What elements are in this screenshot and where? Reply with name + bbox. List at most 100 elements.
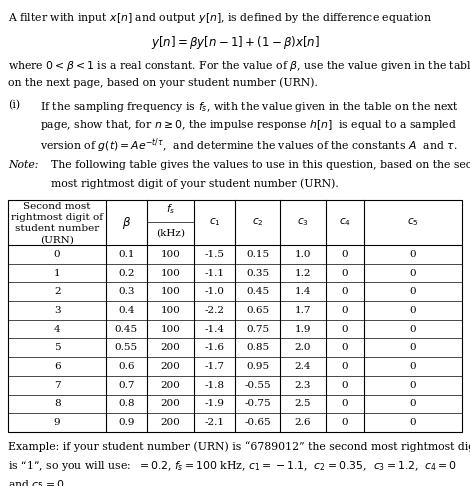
Text: 0: 0 xyxy=(342,418,348,427)
Text: 0.6: 0.6 xyxy=(118,362,134,371)
Text: 1.2: 1.2 xyxy=(295,268,311,278)
Text: 1.9: 1.9 xyxy=(295,325,311,334)
Text: 0.45: 0.45 xyxy=(246,287,269,296)
Text: -1.4: -1.4 xyxy=(204,325,225,334)
Text: 5: 5 xyxy=(54,343,61,352)
Text: $c_3$: $c_3$ xyxy=(297,217,309,228)
Text: 100: 100 xyxy=(160,325,180,334)
Text: $c_4$: $c_4$ xyxy=(339,217,351,228)
Text: 0: 0 xyxy=(342,381,348,390)
Text: 0: 0 xyxy=(342,250,348,259)
Text: 0: 0 xyxy=(409,325,416,334)
Text: 1: 1 xyxy=(54,268,61,278)
Text: 0.75: 0.75 xyxy=(246,325,269,334)
Text: If the sampling frequency is $f_s$, with the value given in the table on the nex: If the sampling frequency is $f_s$, with… xyxy=(40,100,459,114)
Text: 0.35: 0.35 xyxy=(246,268,269,278)
Text: -0.65: -0.65 xyxy=(244,418,271,427)
Text: 100: 100 xyxy=(160,250,180,259)
Text: 0.9: 0.9 xyxy=(118,418,134,427)
Text: 0: 0 xyxy=(342,268,348,278)
Text: 3: 3 xyxy=(54,306,61,315)
Text: 0.65: 0.65 xyxy=(246,306,269,315)
Text: 0.45: 0.45 xyxy=(115,325,138,334)
Bar xyxy=(8,200,462,432)
Text: page, show that, for $n \geq 0$, the impulse response $h[n]$  is equal to a samp: page, show that, for $n \geq 0$, the imp… xyxy=(40,118,457,132)
Text: 0: 0 xyxy=(409,418,416,427)
Text: version of $g(t) = Ae^{-t/\tau}$,  and determine the values of the constants $A$: version of $g(t) = Ae^{-t/\tau}$, and de… xyxy=(40,137,457,155)
Text: 0.95: 0.95 xyxy=(246,362,269,371)
Text: -1.8: -1.8 xyxy=(204,381,225,390)
Text: -2.2: -2.2 xyxy=(204,306,225,315)
Text: -1.9: -1.9 xyxy=(204,399,225,409)
Text: 8: 8 xyxy=(54,399,61,409)
Text: 1.4: 1.4 xyxy=(295,287,311,296)
Text: A filter with input $x[n]$ and output $y[n]$, is defined by the difference equat: A filter with input $x[n]$ and output $y… xyxy=(8,11,432,25)
Text: 0: 0 xyxy=(409,250,416,259)
Text: $y[n] = \beta y[n-1] + (1 - \beta)x[n]$: $y[n] = \beta y[n-1] + (1 - \beta)x[n]$ xyxy=(150,34,320,51)
Text: where $0 < \beta < 1$ is a real constant. For the value of $\beta$, use the valu: where $0 < \beta < 1$ is a real constant… xyxy=(8,59,470,73)
Text: -1.5: -1.5 xyxy=(204,250,225,259)
Text: Example: if your student number (URN) is “6789012” the second most rightmost dig: Example: if your student number (URN) is… xyxy=(8,441,470,451)
Text: The following table gives the values to use in this question, based on the secon: The following table gives the values to … xyxy=(51,160,470,170)
Text: 2: 2 xyxy=(54,287,61,296)
Text: -0.75: -0.75 xyxy=(244,399,271,409)
Text: -0.55: -0.55 xyxy=(244,381,271,390)
Text: 0: 0 xyxy=(342,343,348,352)
Text: on the next page, based on your student number (URN).: on the next page, based on your student … xyxy=(8,78,318,88)
Text: 0: 0 xyxy=(54,250,61,259)
Text: 200: 200 xyxy=(160,399,180,409)
Text: 0.55: 0.55 xyxy=(115,343,138,352)
Text: -2.1: -2.1 xyxy=(204,418,225,427)
Text: $\beta$: $\beta$ xyxy=(122,215,131,230)
Text: 0.15: 0.15 xyxy=(246,250,269,259)
Text: 200: 200 xyxy=(160,343,180,352)
Text: 0: 0 xyxy=(409,268,416,278)
Text: $f_s$: $f_s$ xyxy=(166,202,175,216)
Text: Note:: Note: xyxy=(8,160,39,170)
Text: (kHz): (kHz) xyxy=(156,229,185,238)
Text: 0.8: 0.8 xyxy=(118,399,134,409)
Text: $c_2$: $c_2$ xyxy=(252,217,263,228)
Text: Second most
rightmost digit of
student number
(URN): Second most rightmost digit of student n… xyxy=(11,202,103,244)
Text: 100: 100 xyxy=(160,268,180,278)
Text: 6: 6 xyxy=(54,362,61,371)
Text: 9: 9 xyxy=(54,418,61,427)
Text: 0: 0 xyxy=(342,287,348,296)
Text: 0: 0 xyxy=(409,343,416,352)
Text: 200: 200 xyxy=(160,362,180,371)
Text: -1.0: -1.0 xyxy=(204,287,225,296)
Text: 4: 4 xyxy=(54,325,61,334)
Text: 0.4: 0.4 xyxy=(118,306,134,315)
Text: 0: 0 xyxy=(409,381,416,390)
Text: -1.7: -1.7 xyxy=(204,362,225,371)
Text: 0: 0 xyxy=(409,287,416,296)
Text: 0: 0 xyxy=(342,325,348,334)
Text: 2.6: 2.6 xyxy=(295,418,311,427)
Text: 0.3: 0.3 xyxy=(118,287,134,296)
Text: 0: 0 xyxy=(342,362,348,371)
Text: is “1”, so you will use:  $= 0.2$, $f_s= 100$ kHz, $c_1 = -1.1$,  $c_2 = 0.35$, : is “1”, so you will use: $= 0.2$, $f_s= … xyxy=(8,459,458,473)
Text: 0.7: 0.7 xyxy=(118,381,134,390)
Text: 0.1: 0.1 xyxy=(118,250,134,259)
Text: 0: 0 xyxy=(342,306,348,315)
Text: $c_1$: $c_1$ xyxy=(209,217,220,228)
Text: 0: 0 xyxy=(409,362,416,371)
Text: 2.5: 2.5 xyxy=(295,399,311,409)
Text: 0: 0 xyxy=(342,399,348,409)
Text: 0.85: 0.85 xyxy=(246,343,269,352)
Text: 100: 100 xyxy=(160,306,180,315)
Text: 0.2: 0.2 xyxy=(118,268,134,278)
Text: 200: 200 xyxy=(160,381,180,390)
Text: 200: 200 xyxy=(160,418,180,427)
Text: $c_5$: $c_5$ xyxy=(407,217,419,228)
Text: 2.0: 2.0 xyxy=(295,343,311,352)
Text: 7: 7 xyxy=(54,381,61,390)
Text: -1.1: -1.1 xyxy=(204,268,225,278)
Text: -1.6: -1.6 xyxy=(204,343,225,352)
Text: most rightmost digit of your student number (URN).: most rightmost digit of your student num… xyxy=(51,178,338,189)
Text: 0: 0 xyxy=(409,399,416,409)
Text: 1.7: 1.7 xyxy=(295,306,311,315)
Text: 2.3: 2.3 xyxy=(295,381,311,390)
Text: and $c_5 = 0$.: and $c_5 = 0$. xyxy=(8,478,68,486)
Text: 2.4: 2.4 xyxy=(295,362,311,371)
